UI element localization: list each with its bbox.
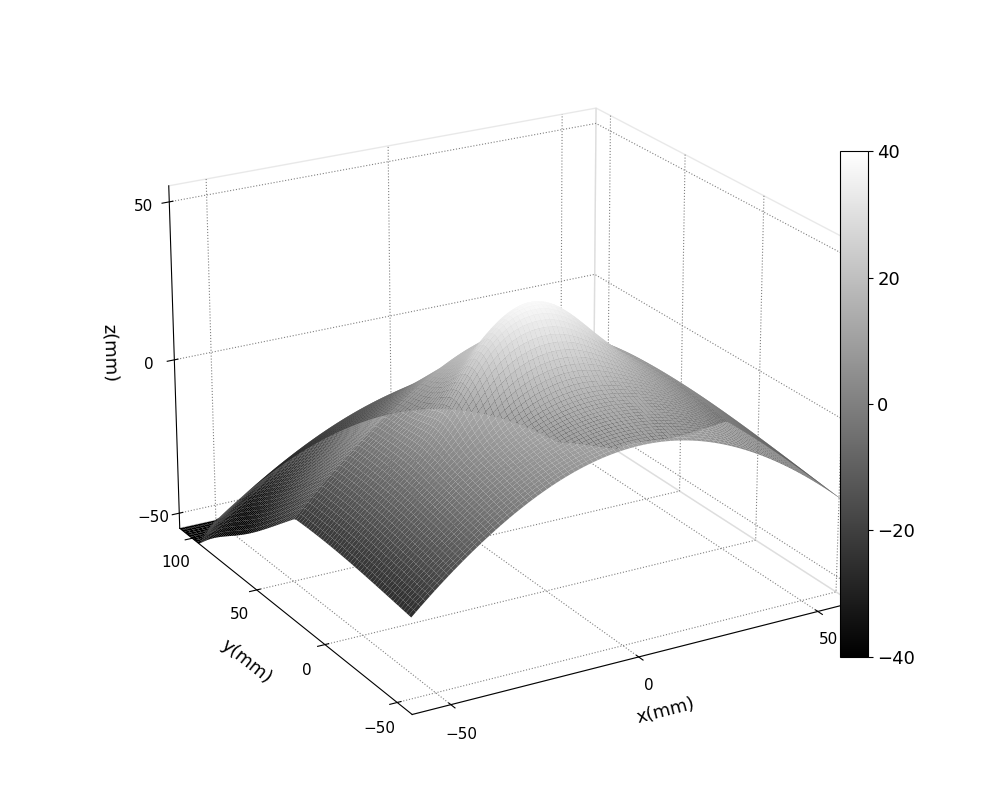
Y-axis label: y(mm): y(mm) xyxy=(217,636,275,688)
X-axis label: x(mm): x(mm) xyxy=(634,696,696,727)
